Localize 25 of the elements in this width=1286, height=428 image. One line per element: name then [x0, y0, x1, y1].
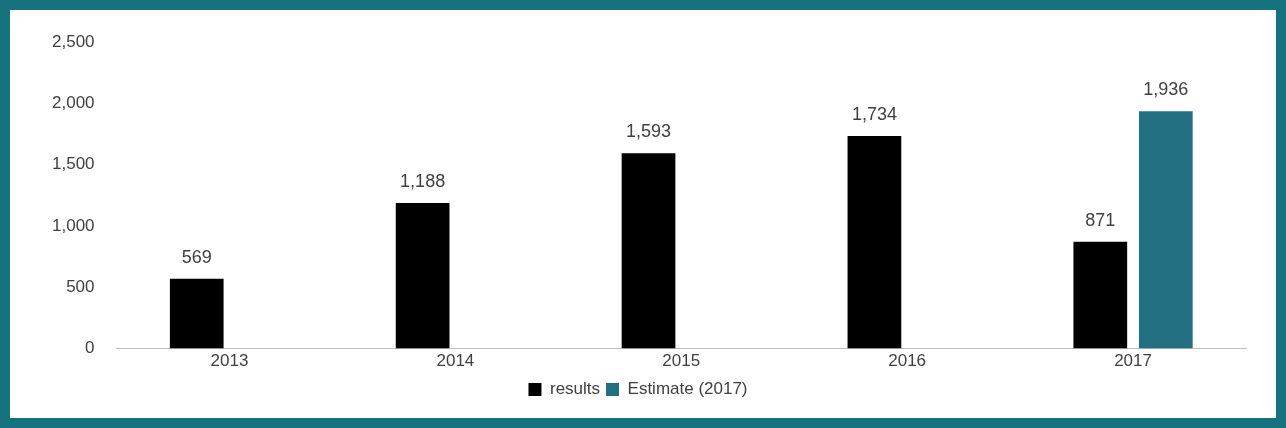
x-tick-label: 2015: [662, 351, 701, 371]
bar: [847, 136, 902, 349]
bar: [1138, 111, 1193, 349]
y-tick-label: 2,000: [51, 93, 95, 113]
data-label: 1,734: [851, 104, 897, 125]
data-label: 871: [1085, 209, 1116, 230]
data-label: 569: [181, 246, 212, 267]
legend-label: Estimate (2017): [627, 379, 748, 399]
bar: [169, 278, 224, 349]
x-tick-label: 2017: [1114, 351, 1152, 371]
y-tick-label: 0: [85, 338, 95, 358]
data-label: 1,188: [400, 170, 446, 191]
data-label: 1,593: [625, 121, 672, 142]
bar: [621, 153, 676, 349]
legend-label: results: [549, 379, 601, 399]
x-tick-label: 2014: [436, 351, 475, 371]
y-tick-label: 1,000: [51, 215, 95, 235]
y-tick-label: 2,500: [51, 31, 95, 51]
bar: [395, 203, 450, 349]
data-label: 1,936: [1143, 79, 1189, 100]
y-tick-label: 500: [66, 277, 95, 297]
x-tick-label: 2016: [888, 351, 927, 371]
y-tick-label: 1,500: [51, 154, 95, 174]
bar: [1073, 241, 1128, 349]
x-tick-label: 2013: [210, 351, 249, 371]
